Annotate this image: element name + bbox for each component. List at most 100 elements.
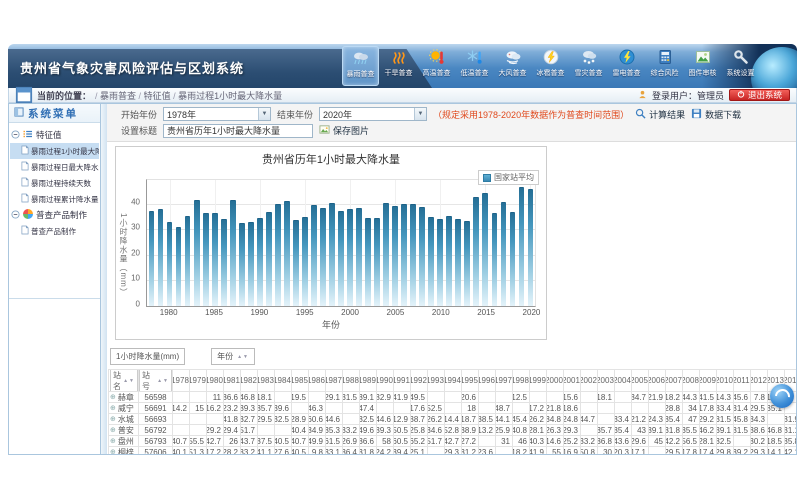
logout-button[interactable]: 退出系统 xyxy=(729,89,790,101)
tree-group[interactable]: 特征值 xyxy=(10,127,99,143)
year-column-header[interactable]: 1989 xyxy=(360,370,377,392)
expand-row-icon[interactable]: ⊕ xyxy=(110,416,116,423)
value-cell xyxy=(598,403,615,414)
year-column-header[interactable]: 1979 xyxy=(190,370,207,392)
expand-icon[interactable] xyxy=(11,210,20,221)
nav-item-snow[interactable]: 雪灾普查 xyxy=(570,46,607,86)
value-cell: 29.5 xyxy=(751,403,768,414)
download-button[interactable]: 数据下载 xyxy=(691,108,741,121)
body-row: 系统菜单 特征值暴雨过程1小时最大降水量暴雨过程日最大降水量暴雨过程持续天数暴雨… xyxy=(8,103,797,455)
breadcrumb-item[interactable]: 暴雨普查 xyxy=(100,91,136,101)
sort-arrows-icon[interactable]: ▲▼ xyxy=(123,378,135,384)
year-column-header[interactable]: 2003 xyxy=(598,370,615,392)
value-cell: 52.5 xyxy=(428,403,445,414)
year-column-header[interactable]: 1997 xyxy=(496,370,513,392)
end-year-select[interactable]: 2020年 ▼ xyxy=(319,107,427,121)
value-cell: 41.5 xyxy=(700,392,717,403)
nav-item-composite-risk[interactable]: 综合风险 xyxy=(646,46,683,86)
year-column-header[interactable]: 1994 xyxy=(445,370,462,392)
year-column-header[interactable]: 1991 xyxy=(394,370,411,392)
year-column-header[interactable]: 2008 xyxy=(683,370,700,392)
value-cell: 28.9 xyxy=(292,414,309,425)
year-column-header[interactable]: 2000 xyxy=(547,370,564,392)
expand-row-icon[interactable]: ⊕ xyxy=(110,449,116,456)
year-column-header[interactable]: 2009 xyxy=(700,370,717,392)
year-column-header[interactable]: 1996 xyxy=(479,370,496,392)
floating-assistant-icon[interactable] xyxy=(770,384,794,408)
year-column-header[interactable]: 1983 xyxy=(258,370,275,392)
year-column-header[interactable]: 2007 xyxy=(666,370,683,392)
nav-item-lightning[interactable]: 雷电普查 xyxy=(608,46,645,86)
expand-row-icon[interactable]: ⊕ xyxy=(110,405,116,412)
sort-arrows-icon[interactable]: ▲▼ xyxy=(157,378,169,384)
nav-item-settings[interactable]: 系统设置 xyxy=(722,46,759,86)
nav-item-high-temp[interactable]: 高温普查 xyxy=(418,46,455,86)
year-column-header[interactable]: 2004 xyxy=(615,370,632,392)
value-cell: 21.2 xyxy=(632,414,649,425)
menu-item[interactable]: 暴雨过程累计降水量 xyxy=(10,191,99,207)
year-column-header[interactable]: 1993 xyxy=(428,370,445,392)
year-column-header[interactable]: 2006 xyxy=(649,370,666,392)
menu-item[interactable]: 暴雨过程1小时最大降水量 xyxy=(10,143,99,159)
year-column-header[interactable]: 1986 xyxy=(309,370,326,392)
year-column-header[interactable]: 1999 xyxy=(530,370,547,392)
value-cell: 31.5 xyxy=(734,425,751,436)
nav-item-hail[interactable]: 冰雹普查 xyxy=(532,46,569,86)
start-year-select[interactable]: 1978年 ▼ xyxy=(163,107,271,121)
year-column-header[interactable]: 2002 xyxy=(581,370,598,392)
save-image-button[interactable]: 保存图片 xyxy=(319,124,369,137)
station-name-header[interactable]: 站名▲▼ xyxy=(110,370,138,392)
value-cell: 18.2 xyxy=(666,392,683,403)
composite-risk-icon xyxy=(656,48,674,66)
year-column-header[interactable]: 2001 xyxy=(564,370,581,392)
year-column-header[interactable]: 1985 xyxy=(292,370,309,392)
breadcrumb-item[interactable]: 特征值 xyxy=(144,91,171,101)
chart-title-input[interactable] xyxy=(163,124,313,138)
year-column-header[interactable]: 1980 xyxy=(207,370,224,392)
year-column-header[interactable]: 1982 xyxy=(241,370,258,392)
expand-row-icon[interactable]: ⊕ xyxy=(110,427,116,434)
year-column-header[interactable]: 1987 xyxy=(326,370,343,392)
menu-item[interactable]: 普查产品制作 xyxy=(10,223,99,239)
year-column-header[interactable]: 1984 xyxy=(275,370,292,392)
value-cell xyxy=(649,447,666,455)
field-chip[interactable]: 1小时降水量(mm) xyxy=(110,348,185,365)
value-cell: 29.3 xyxy=(445,447,462,455)
year-column-header[interactable]: 2012 xyxy=(751,370,768,392)
chevron-down-icon[interactable]: ▼ xyxy=(258,108,270,120)
year-column-header[interactable]: 1988 xyxy=(343,370,360,392)
value-cell: 31.9 xyxy=(785,414,797,425)
value-cell: 43.6 xyxy=(615,436,632,447)
nav-item-rainstorm[interactable]: 暴雨普查 xyxy=(342,46,379,86)
nav-item-low-temp[interactable]: 低温普查 xyxy=(456,46,493,86)
nav-item-map-review[interactable]: 图件审核 xyxy=(684,46,721,86)
bar-2019 xyxy=(519,187,525,306)
year-column-header[interactable]: 1998 xyxy=(513,370,530,392)
value-cell: 32.5 xyxy=(360,414,377,425)
expand-row-icon[interactable]: ⊕ xyxy=(110,438,116,445)
nav-item-drought[interactable]: 干旱普查 xyxy=(380,46,417,86)
year-sort-chip[interactable]: 年份 ▲▼ xyxy=(211,348,255,365)
value-cell: 15.6 xyxy=(564,392,581,403)
tree-group[interactable]: 普查产品制作 xyxy=(10,207,99,223)
year-column-header[interactable]: 1978 xyxy=(173,370,190,392)
year-column-header[interactable]: 2011 xyxy=(734,370,751,392)
nav-item-wind[interactable]: 大风普查 xyxy=(494,46,531,86)
expand-row-icon[interactable]: ⊕ xyxy=(110,394,116,401)
menu-item[interactable]: 暴雨过程持续天数 xyxy=(10,175,99,191)
year-column-header[interactable]: 1990 xyxy=(377,370,394,392)
breadcrumb-item[interactable]: 暴雨过程1小时最大降水量 xyxy=(178,91,282,101)
value-cell xyxy=(615,392,632,403)
year-column-header[interactable]: 2010 xyxy=(717,370,734,392)
sort-arrows-icon[interactable]: ▲▼ xyxy=(237,354,249,360)
station-id: 56598 xyxy=(139,392,173,403)
year-column-header[interactable]: 1981 xyxy=(224,370,241,392)
calculate-button[interactable]: 计算结果 xyxy=(635,108,685,121)
station-id-header[interactable]: 站号▲▼ xyxy=(139,370,172,392)
year-column-header[interactable]: 2005 xyxy=(632,370,649,392)
expand-icon[interactable] xyxy=(11,130,20,141)
chevron-down-icon[interactable]: ▼ xyxy=(414,108,426,120)
menu-item[interactable]: 暴雨过程日最大降水量 xyxy=(10,159,99,175)
year-column-header[interactable]: 1995 xyxy=(462,370,479,392)
year-column-header[interactable]: 1992 xyxy=(411,370,428,392)
